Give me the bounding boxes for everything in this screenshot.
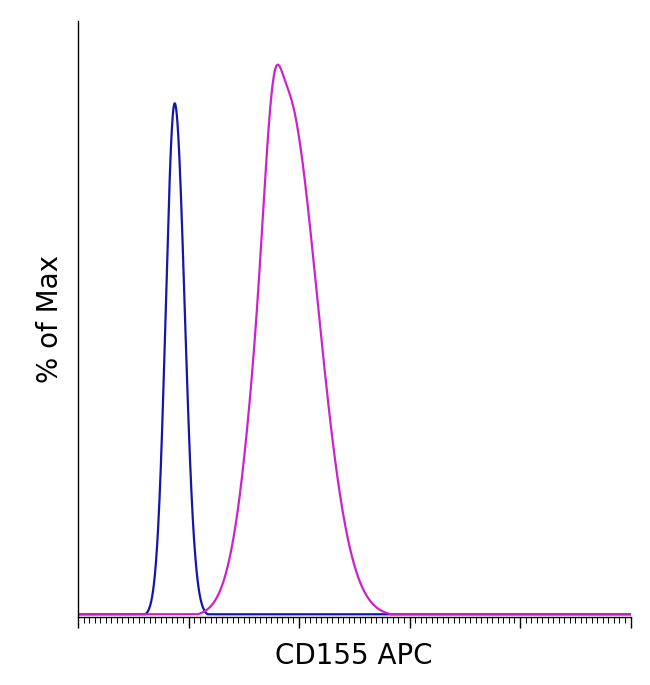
X-axis label: CD155 APC: CD155 APC bbox=[276, 641, 433, 669]
Y-axis label: % of Max: % of Max bbox=[36, 255, 64, 382]
